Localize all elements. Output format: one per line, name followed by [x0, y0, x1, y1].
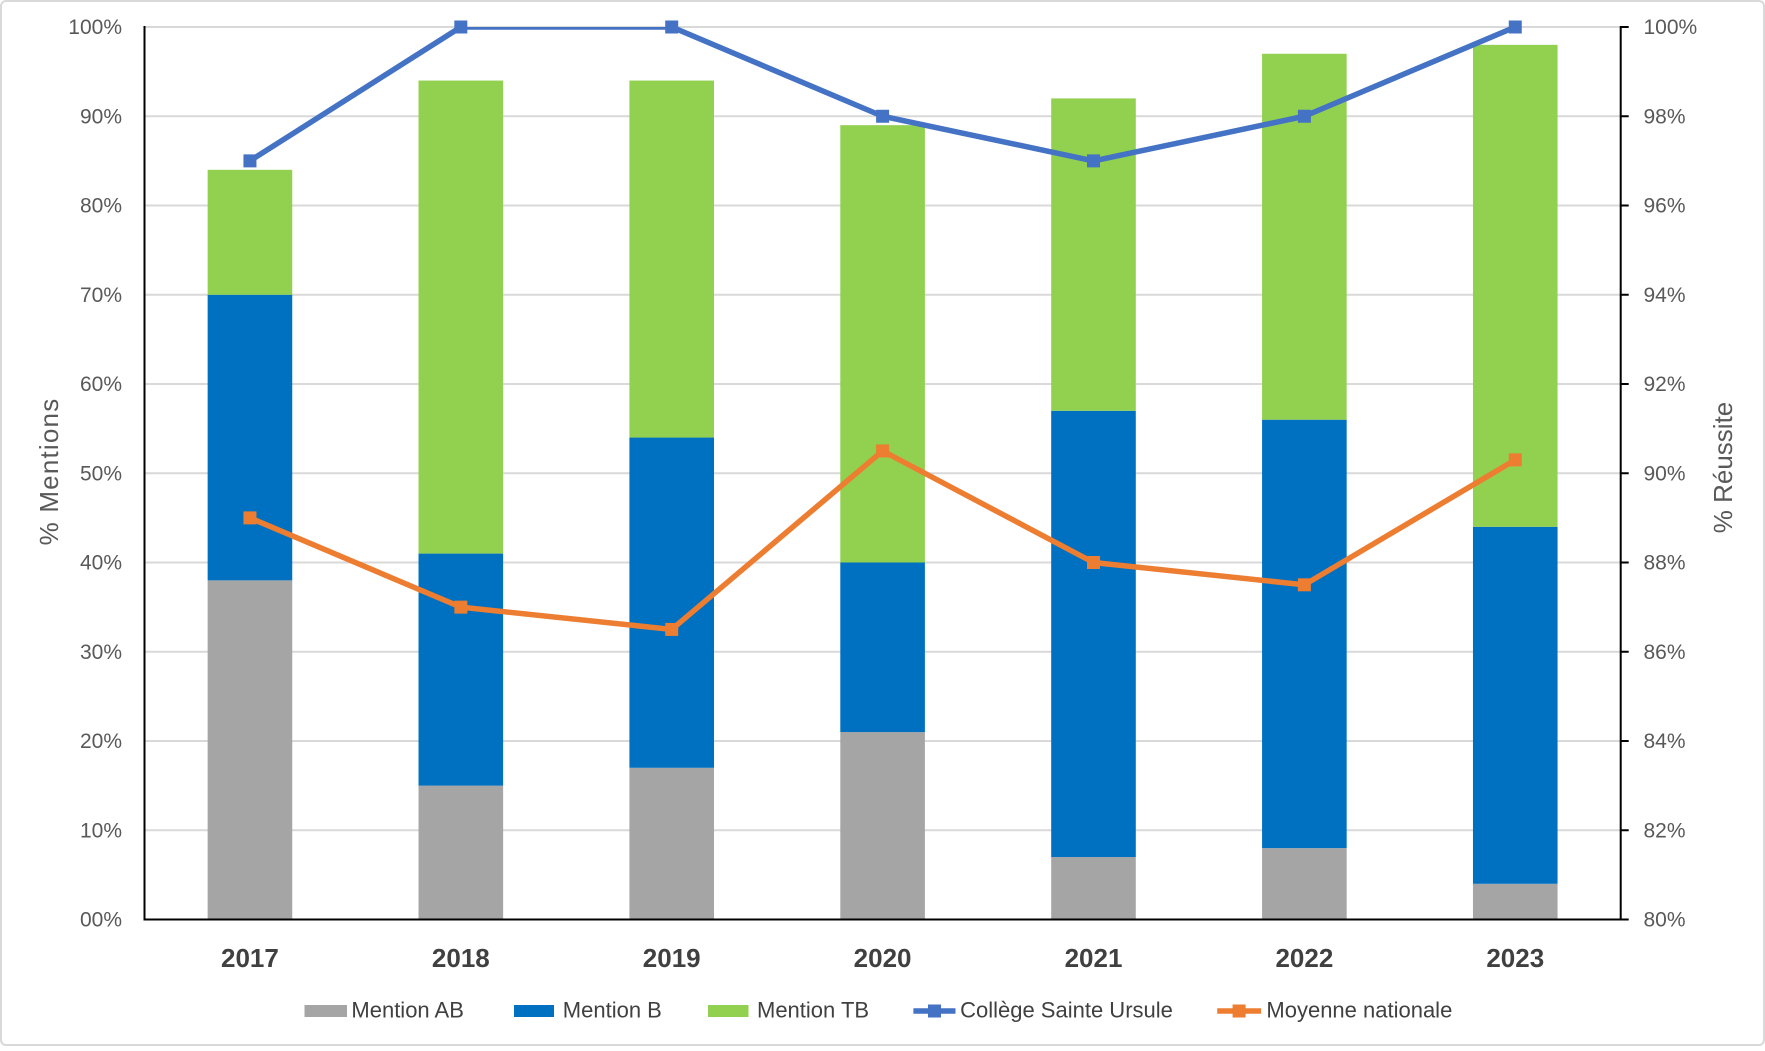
svg-text:% Mentions: % Mentions — [34, 398, 64, 546]
svg-text:2021: 2021 — [1065, 943, 1123, 973]
svg-text:30%: 30% — [80, 641, 122, 664]
svg-text:Mention B: Mention B — [563, 998, 662, 1023]
svg-text:Collège Sainte Ursule: Collège Sainte Ursule — [960, 998, 1173, 1023]
svg-text:2022: 2022 — [1275, 943, 1333, 973]
svg-text:80%: 80% — [1644, 909, 1686, 932]
svg-text:92%: 92% — [1644, 373, 1686, 396]
svg-text:20%: 20% — [80, 730, 122, 753]
svg-text:94%: 94% — [1644, 284, 1686, 307]
svg-text:2018: 2018 — [432, 943, 490, 973]
svg-text:90%: 90% — [1644, 462, 1686, 485]
svg-text:82%: 82% — [1644, 819, 1686, 842]
svg-text:2023: 2023 — [1486, 943, 1544, 973]
svg-text:40%: 40% — [80, 552, 122, 575]
svg-text:90%: 90% — [80, 105, 122, 128]
svg-text:% Réussite: % Réussite — [1708, 402, 1738, 534]
svg-text:84%: 84% — [1644, 730, 1686, 753]
svg-text:50%: 50% — [80, 462, 122, 485]
svg-text:2019: 2019 — [643, 943, 701, 973]
svg-text:60%: 60% — [80, 373, 122, 396]
svg-text:70%: 70% — [80, 284, 122, 307]
svg-text:10%: 10% — [80, 819, 122, 842]
svg-text:2017: 2017 — [221, 943, 279, 973]
svg-text:88%: 88% — [1644, 552, 1686, 575]
svg-text:2020: 2020 — [854, 943, 912, 973]
svg-text:Mention TB: Mention TB — [757, 998, 869, 1023]
svg-text:100%: 100% — [68, 16, 122, 39]
svg-text:98%: 98% — [1644, 105, 1686, 128]
svg-text:00%: 00% — [80, 909, 122, 932]
svg-text:86%: 86% — [1644, 641, 1686, 664]
svg-text:96%: 96% — [1644, 195, 1686, 218]
svg-text:80%: 80% — [80, 195, 122, 218]
svg-text:Moyenne nationale: Moyenne nationale — [1266, 998, 1452, 1023]
svg-text:Mention AB: Mention AB — [351, 998, 464, 1023]
svg-text:100%: 100% — [1644, 16, 1698, 39]
